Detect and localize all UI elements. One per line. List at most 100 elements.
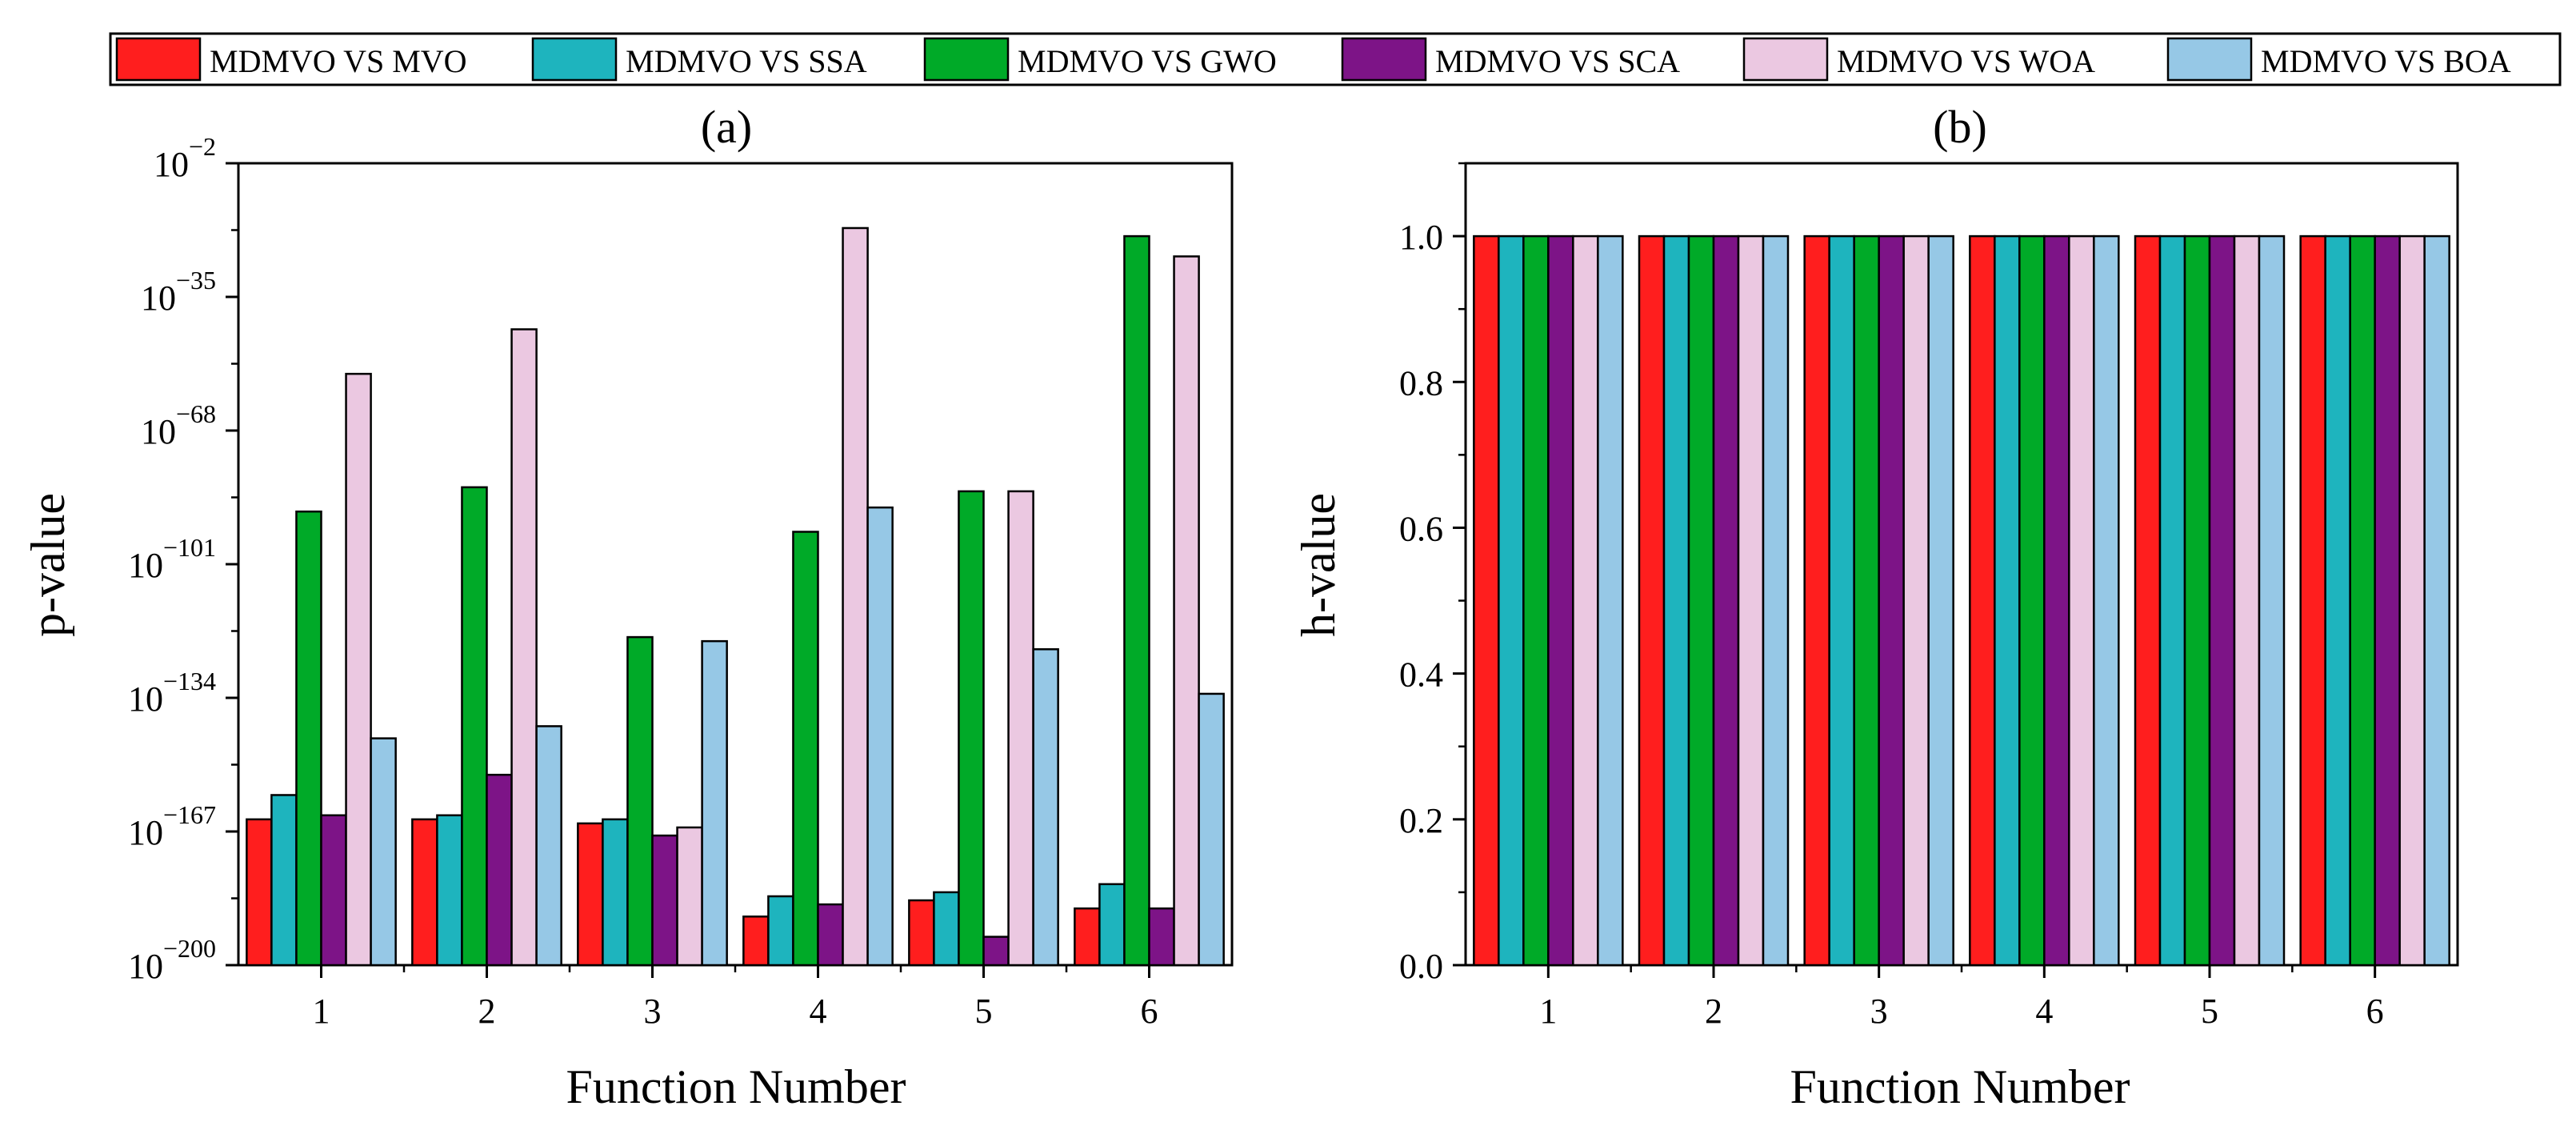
legend-swatch xyxy=(531,37,618,82)
bar xyxy=(2018,234,2046,967)
bar xyxy=(246,818,273,967)
x-tick-label: 3 xyxy=(1870,992,1888,1031)
bar xyxy=(2299,234,2326,967)
legend-label: MDMVO VS MVO xyxy=(210,43,467,79)
bar xyxy=(982,936,1010,967)
bar xyxy=(1902,234,1930,967)
bar xyxy=(436,814,463,967)
bar xyxy=(817,903,844,967)
y-tick-label: 0.4 xyxy=(1399,655,1443,695)
bar xyxy=(767,895,794,967)
bar xyxy=(908,899,935,967)
y-tick-label: 10−134 xyxy=(128,667,216,719)
panel-a-title: (a) xyxy=(701,101,752,153)
bar xyxy=(1148,907,1175,967)
y-tick-label: 0.8 xyxy=(1399,363,1443,403)
y-tick-label: 0.6 xyxy=(1399,509,1443,548)
bar xyxy=(1074,907,1101,967)
bar xyxy=(2183,234,2211,967)
legend-swatch xyxy=(115,37,202,82)
bar xyxy=(1007,490,1034,967)
bar xyxy=(295,510,322,967)
x-tick-label: 4 xyxy=(810,992,827,1031)
bar xyxy=(1198,692,1225,967)
bar xyxy=(602,818,629,967)
panel-a-bars xyxy=(246,226,1225,967)
y-tick-label: 10−35 xyxy=(141,266,216,318)
y-tick-label: 10−200 xyxy=(128,934,216,986)
x-tick-label: 5 xyxy=(2201,992,2218,1031)
bar xyxy=(370,737,397,967)
bar xyxy=(1098,883,1126,967)
legend-swatch xyxy=(1742,37,1829,82)
x-tick-label: 6 xyxy=(2366,992,2384,1031)
bar xyxy=(411,818,438,967)
y-tick-label: 10−167 xyxy=(128,800,216,852)
bar xyxy=(1473,234,1500,967)
bar xyxy=(792,531,819,967)
bar xyxy=(510,328,538,967)
bar xyxy=(1522,234,1550,967)
bar xyxy=(461,486,488,967)
x-tick-label: 1 xyxy=(1539,992,1557,1031)
bar xyxy=(270,794,298,967)
legend-swatch xyxy=(2166,37,2253,82)
bar xyxy=(486,773,513,967)
legend: MDMVO VS MVO MDMVO VS SSA MDMVO VS GWO MDMV… xyxy=(109,32,2562,86)
legend-label: MDMVO VS GWO xyxy=(1018,43,1277,79)
bar xyxy=(1994,234,2021,967)
legend-label: MDMVO VS WOA xyxy=(1837,43,2095,79)
bar xyxy=(320,814,347,967)
bar xyxy=(742,916,770,967)
bar xyxy=(2093,234,2120,967)
bar xyxy=(1123,234,1150,967)
bar xyxy=(2208,234,2236,967)
panel-b: (b) 0.0 0.2 0.4 0.6 0.8 1.0 1 2 3 4 5 6 Function Nu… xyxy=(1292,101,2459,1113)
bar xyxy=(1173,255,1200,967)
bar xyxy=(933,891,960,967)
bar xyxy=(958,490,985,967)
bar xyxy=(1878,234,1905,967)
bar xyxy=(842,226,869,967)
bar xyxy=(1828,234,1855,967)
bar xyxy=(577,822,604,967)
legend-swatch xyxy=(1341,37,1427,82)
bar xyxy=(2068,234,2095,967)
y-tick-label: 10−2 xyxy=(154,132,216,184)
bar xyxy=(701,639,728,967)
x-tick-label: 2 xyxy=(478,992,496,1031)
bar xyxy=(866,506,894,967)
y-tick-label: 1.0 xyxy=(1399,218,1443,257)
y-tick-label: 0.0 xyxy=(1399,947,1443,986)
bar xyxy=(651,834,678,967)
y-tick-label: 10−101 xyxy=(128,533,216,585)
panel-b-axes: 0.0 0.2 0.4 0.6 0.8 1.0 1 2 3 4 5 6 xyxy=(1399,162,2459,1031)
bar xyxy=(1687,234,1715,967)
bar xyxy=(2324,234,2351,967)
legend-label: MDMVO VS SSA xyxy=(626,43,867,79)
x-tick-label: 4 xyxy=(2035,992,2053,1031)
x-tick-label: 2 xyxy=(1705,992,1722,1031)
bar xyxy=(1547,234,1574,967)
bar xyxy=(1032,648,1059,967)
bar xyxy=(2043,234,2070,967)
panel-a-xlabel: Function Number xyxy=(566,1060,906,1113)
panel-b-ylabel: h-value xyxy=(1292,493,1345,637)
bar xyxy=(1803,234,1830,967)
bar xyxy=(626,635,654,967)
bar xyxy=(2258,234,2286,967)
bar xyxy=(1762,234,1790,967)
bar xyxy=(1498,234,1525,967)
x-tick-label: 3 xyxy=(644,992,662,1031)
y-tick-label: 0.2 xyxy=(1399,801,1443,840)
bar xyxy=(2423,234,2450,967)
bar xyxy=(1572,234,1599,967)
panel-a: (a) 10−200 10−167 10−134 10−101 10−68 10−35 10… xyxy=(22,101,1234,1113)
legend-frame xyxy=(109,32,2562,86)
bar xyxy=(1597,234,1624,967)
bar xyxy=(2374,234,2401,967)
bar xyxy=(1969,234,1996,967)
panel-b-bars xyxy=(1473,234,2450,967)
panel-a-ylabel: p-value xyxy=(22,493,74,637)
